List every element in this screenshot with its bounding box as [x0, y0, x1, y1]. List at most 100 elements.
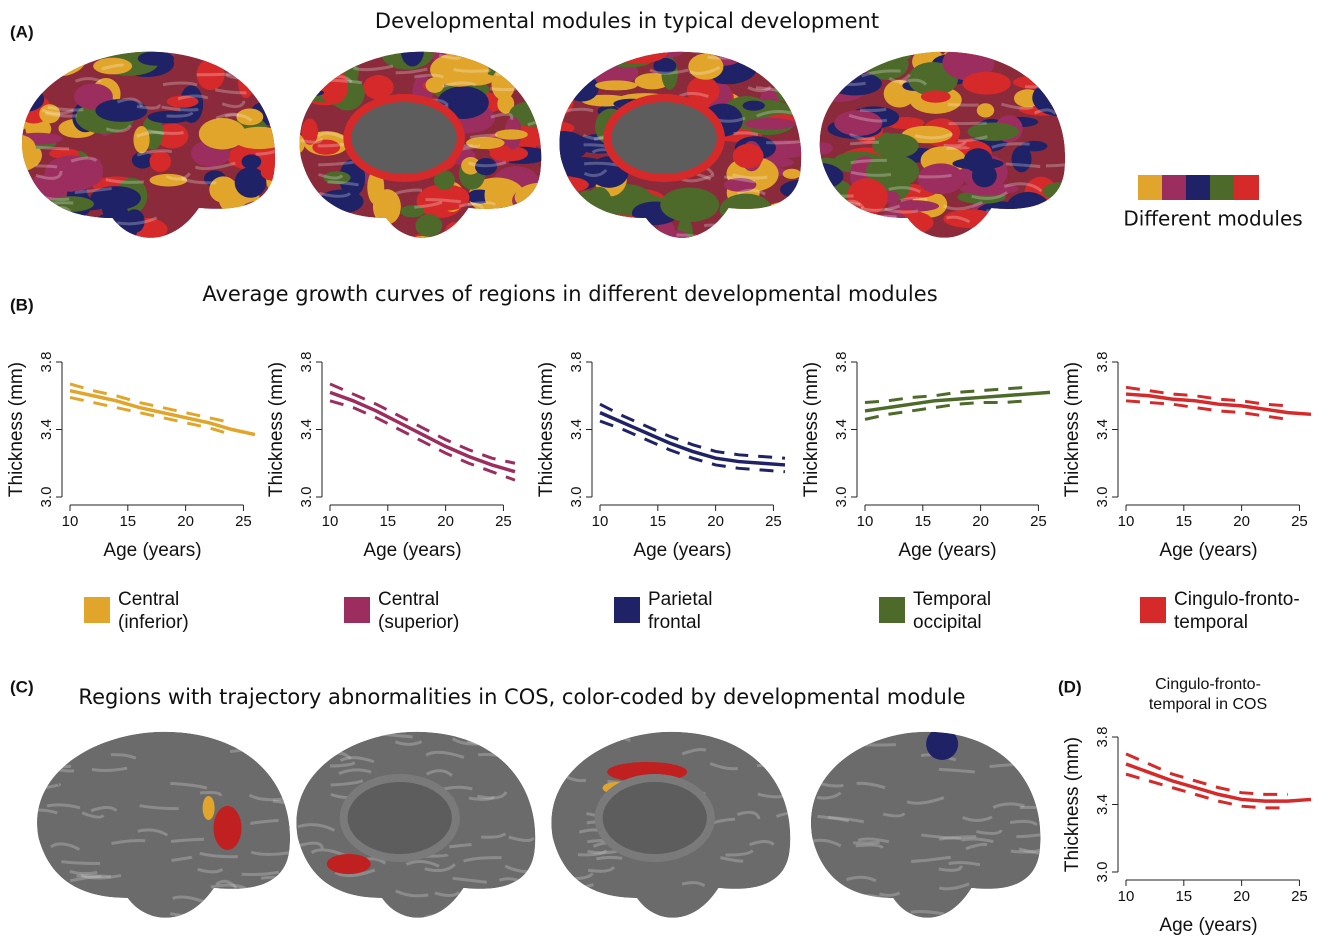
module-patch: [466, 229, 510, 238]
gyrus: [69, 874, 102, 883]
gyrus: [250, 850, 291, 856]
module-patch: [363, 75, 394, 100]
gyrus: [36, 201, 74, 206]
gyrus: [297, 823, 336, 832]
x-tick-label: 20: [707, 513, 724, 530]
legend-swatch: [879, 597, 905, 623]
y-tick-label: 3.4: [568, 419, 585, 440]
gyrus: [860, 204, 901, 212]
module-patch: [748, 51, 781, 67]
y-tick-label: 3.8: [298, 352, 315, 373]
module-patch: [1013, 74, 1066, 90]
gyrus: [660, 237, 700, 238]
gyrus: [976, 829, 1003, 835]
gyrus: [194, 161, 236, 171]
gyrus: [221, 100, 246, 109]
gyrus: [357, 45, 394, 48]
gyrus: [299, 58, 336, 63]
chart: 3.0 3.4 3.8 10 15 20 25 Age (years) Thickness (m…: [6, 352, 256, 623]
y-axis-label: Thickness (mm): [801, 362, 822, 497]
module-patch: [244, 217, 276, 238]
module-patch: [732, 143, 764, 169]
gyrus: [938, 865, 963, 872]
confidence-band: [1125, 752, 1288, 796]
confidence-band: [864, 385, 1027, 404]
module-patch: [595, 80, 638, 91]
module-patch: [719, 193, 773, 226]
module-patch: [772, 51, 802, 72]
module-patch: [779, 179, 802, 200]
gyrus: [989, 762, 1026, 769]
gyrus: [853, 840, 880, 845]
module-patch: [149, 173, 188, 187]
gyrus: [528, 236, 542, 238]
gyrus: [793, 208, 802, 216]
module-patch: [559, 80, 585, 93]
gyrus: [527, 118, 542, 127]
module-patch: [241, 154, 262, 169]
gyrus: [587, 866, 616, 873]
x-tick-label: 10: [62, 513, 79, 530]
gyrus: [495, 71, 525, 76]
y-tick-label: 3.8: [1094, 727, 1111, 748]
module-patch: [878, 211, 906, 227]
x-axis-label: Age (years): [103, 540, 201, 561]
gyrus: [681, 748, 707, 756]
gyrus: [215, 879, 238, 890]
gyrus: [266, 102, 276, 111]
y-axis-label: Thickness (mm): [266, 362, 287, 497]
fit-line: [329, 390, 516, 474]
module-patch: [187, 51, 215, 58]
x-tick-label: 25: [1030, 513, 1047, 530]
gyrus: [70, 896, 110, 906]
gyrus: [938, 835, 977, 841]
medial-wall: [343, 94, 465, 182]
module-patch: [835, 215, 858, 238]
module-patch: [95, 99, 148, 122]
gyrus: [136, 149, 173, 157]
gyrus: [330, 761, 356, 768]
module-patch: [765, 201, 802, 219]
gyrus: [199, 790, 222, 797]
module-patch: [340, 232, 376, 238]
module-patch: [299, 51, 325, 63]
gyrus: [395, 889, 429, 898]
gyrus: [676, 233, 709, 238]
gyrus: [986, 209, 1018, 217]
gyrus: [725, 849, 754, 857]
module-patch: [962, 71, 1011, 95]
gyrus: [170, 837, 205, 844]
x-axis-label: Age (years): [1159, 915, 1257, 936]
gyrus: [766, 140, 801, 145]
module-patch: [22, 134, 36, 161]
gyrus: [471, 242, 494, 247]
gyrus: [1016, 56, 1047, 61]
y-tick-label: 3.4: [1094, 794, 1111, 815]
gyrus: [405, 860, 440, 868]
module-patch: [819, 191, 839, 227]
chart: 3.0 3.4 3.8 10 15 20 25 Age (years) Thickness (m…: [1062, 352, 1312, 623]
gyrus: [469, 133, 498, 140]
gyrus: [971, 191, 1008, 200]
gyrus: [559, 201, 575, 208]
legend-entry: Cingulo-fronto-temporal: [1174, 589, 1300, 633]
module-patch: [862, 216, 905, 238]
gyrus: [747, 85, 772, 93]
gyrus: [888, 73, 911, 83]
gyrus: [177, 94, 209, 101]
gyrus: [463, 856, 502, 863]
gyrus: [965, 903, 1005, 911]
gyrus: [69, 869, 98, 876]
gyrus: [1062, 179, 1066, 185]
y-tick-label: 3.8: [38, 352, 55, 373]
y-tick-label: 3.4: [1094, 419, 1111, 440]
module-patch: [517, 51, 542, 87]
gyrus: [910, 909, 945, 916]
module-patch: [424, 184, 470, 211]
gyrus: [434, 891, 461, 898]
panel-title: Average growth curves of regions in diff…: [202, 282, 937, 306]
module-patch: [32, 51, 77, 55]
module-patch: [149, 150, 171, 172]
module-patch: [786, 199, 802, 228]
